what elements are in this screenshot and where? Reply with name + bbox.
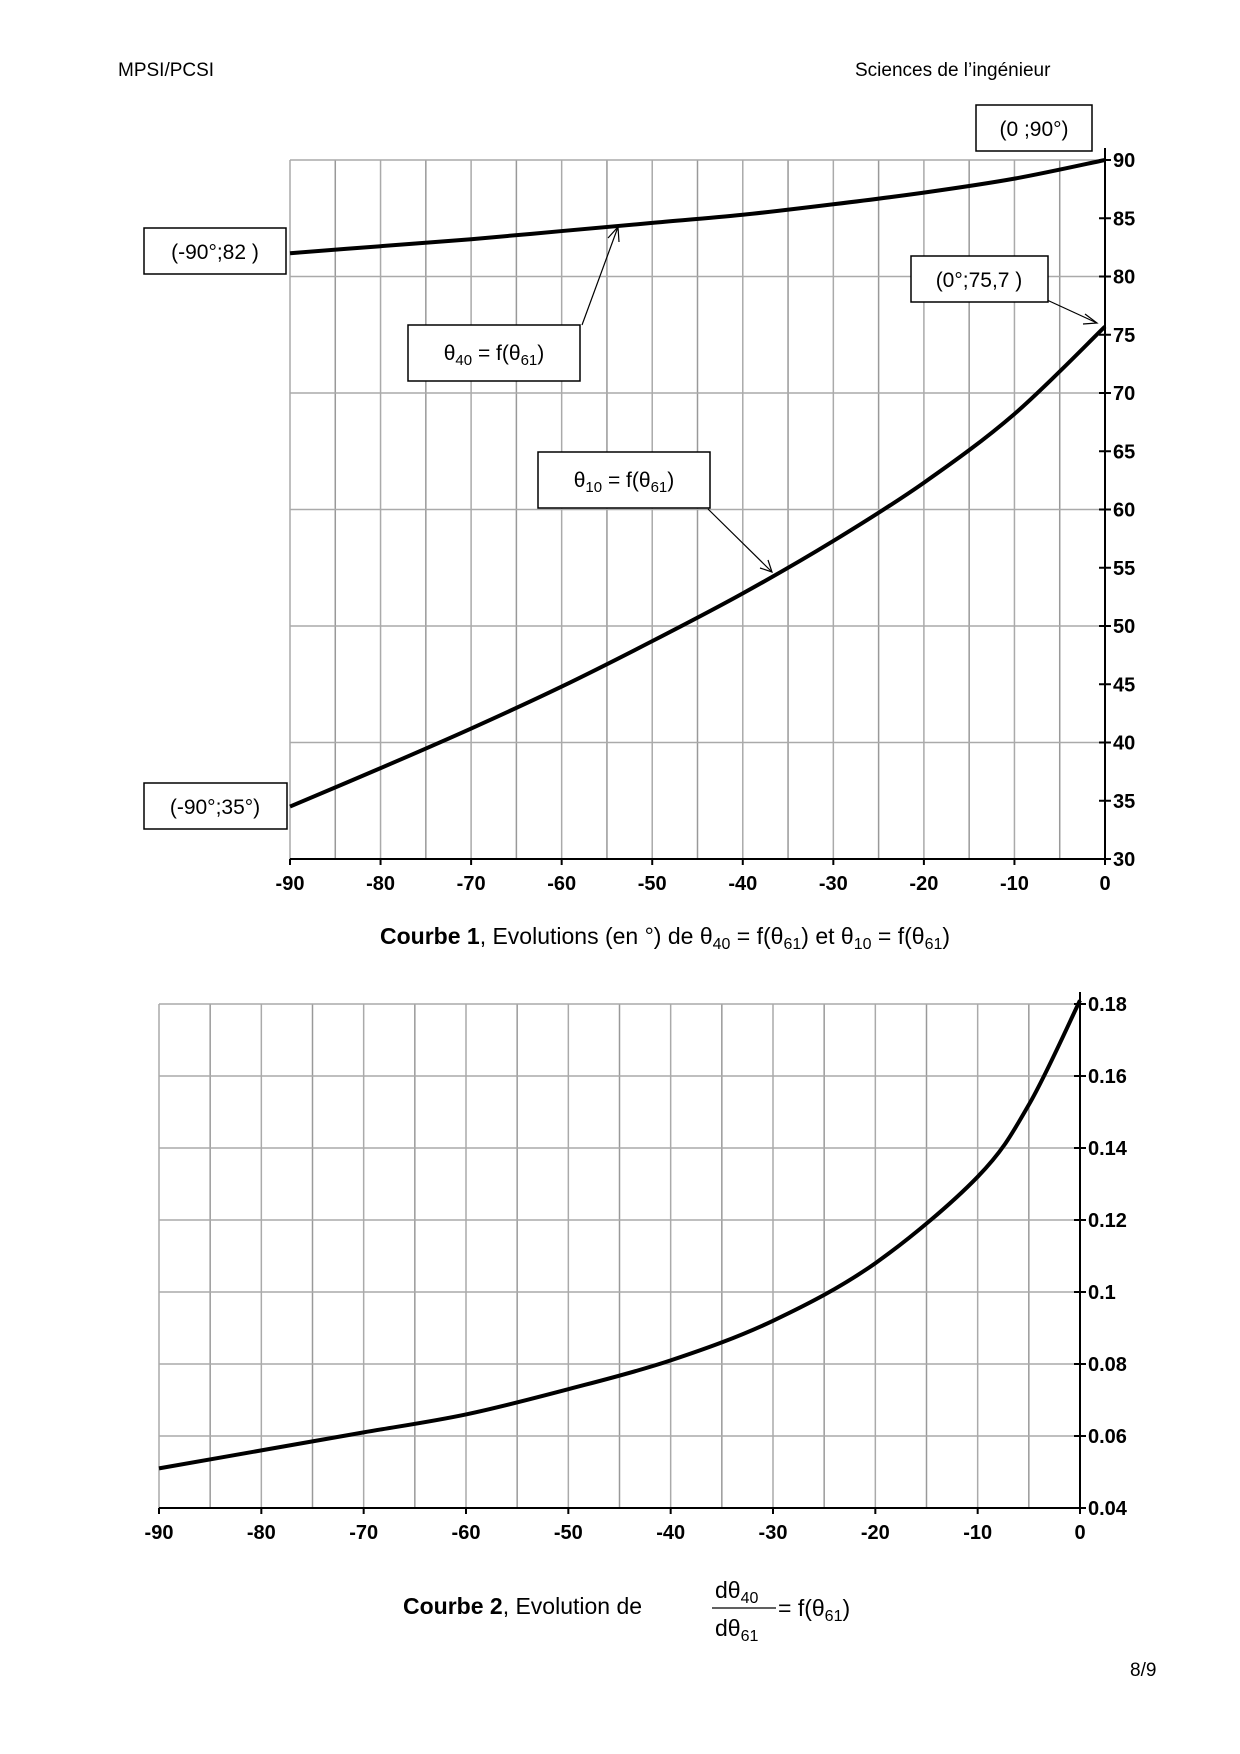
y-tick-label: 90 [1113, 150, 1135, 172]
label-theta40: θ40 = f(θ61) [407, 225, 620, 382]
chart-1: -90 -80 -70 -60 -50 -40 -30 -20 -10 030 35 40 45 50 55… [276, 148, 1135, 895]
y-tick-label: 0.12 [1088, 1210, 1127, 1232]
x-tick-label: 0 [1099, 873, 1110, 895]
series-line [158, 999, 1082, 1471]
x-tick-label: -80 [247, 1522, 276, 1544]
x-tick-label: -70 [457, 873, 486, 895]
svg-text:θ40 = f(θ61): θ40 = f(θ61) [444, 342, 545, 369]
y-tick-label: 0.04 [1088, 1498, 1128, 1520]
x-tick-label: -20 [861, 1522, 890, 1544]
y-tick-label: 0.1 [1088, 1282, 1116, 1304]
svg-text:(0 ;90°): (0 ;90°) [999, 118, 1068, 141]
x-tick-label: 0 [1074, 1522, 1085, 1544]
y-tick-label: 30 [1113, 849, 1135, 871]
header-right: Sciences de l’ingénieur [855, 60, 1051, 81]
x-tick-label: -70 [349, 1522, 378, 1544]
y-tick-label: 0.06 [1088, 1426, 1127, 1448]
caption-2: Courbe 2, Evolution de dθ40 dθ61 = f(θ61… [403, 1577, 850, 1645]
y-tick-label: 75 [1113, 325, 1135, 347]
annotation-0-75-7: (0°;75,7 ) [910, 255, 1099, 325]
svg-text:dθ40: dθ40 [715, 1577, 758, 1607]
y-tick-label: 0.14 [1088, 1138, 1128, 1160]
svg-text:dθ61: dθ61 [715, 1615, 758, 1645]
y-tick-label: 0.08 [1088, 1354, 1127, 1376]
annotation-minus90-35: (-90°;35°) [143, 782, 288, 830]
y-tick-label: 70 [1113, 383, 1135, 405]
y-tick-label: 60 [1113, 500, 1135, 522]
svg-text:(-90°;82 ): (-90°;82 ) [171, 241, 259, 264]
x-tick-label: -90 [145, 1522, 174, 1544]
x-tick-label: -20 [909, 873, 938, 895]
x-tick-label: -40 [656, 1522, 685, 1544]
annotation-minus90-82: (-90°;82 ) [143, 227, 287, 275]
label-theta10: θ10 = f(θ61) [537, 451, 773, 573]
series-line [289, 158, 1106, 256]
x-tick-label: -90 [276, 873, 305, 895]
y-tick-label: 80 [1113, 267, 1135, 289]
y-tick-label: 40 [1113, 733, 1135, 755]
x-tick-label: -60 [547, 873, 576, 895]
y-tick-label: 0.16 [1088, 1066, 1127, 1088]
svg-text:Courbe 2, Evolution de: Courbe 2, Evolution de [403, 1593, 642, 1619]
svg-text:= f(θ61): = f(θ61) [778, 1595, 850, 1625]
svg-text:θ10 = f(θ61): θ10 = f(θ61) [574, 469, 675, 496]
header-left: MPSI/PCSI [118, 60, 215, 81]
x-tick-label: -10 [1000, 873, 1029, 895]
x-tick-label: -30 [759, 1522, 788, 1544]
x-tick-label: -10 [963, 1522, 992, 1544]
page-number: 8/9 [1130, 1660, 1157, 1681]
chart-2: -90 -80 -70 -60 -50 -40 -30 -20 -10 00.04 0.06 0.08… [145, 992, 1128, 1544]
x-tick-label: -80 [366, 873, 395, 895]
x-tick-label: -60 [452, 1522, 481, 1544]
caption-1: Courbe 1, Evolutions (en °) de θ40 = f(θ… [380, 923, 950, 953]
x-tick-label: -50 [638, 873, 667, 895]
x-tick-label: -50 [554, 1522, 583, 1544]
svg-text:(-90°;35°): (-90°;35°) [170, 796, 260, 819]
x-tick-label: -30 [819, 873, 848, 895]
y-tick-label: 50 [1113, 616, 1135, 638]
annotation-0-90: (0 ;90°) [975, 104, 1093, 152]
y-tick-label: 45 [1113, 674, 1135, 696]
svg-text:(0°;75,7 ): (0°;75,7 ) [936, 269, 1023, 292]
y-tick-label: 85 [1113, 208, 1135, 230]
series-line [289, 325, 1107, 809]
y-tick-label: 35 [1113, 791, 1135, 813]
y-tick-label: 65 [1113, 441, 1135, 463]
y-tick-label: 55 [1113, 558, 1135, 580]
y-tick-label: 0.18 [1088, 994, 1127, 1016]
x-tick-label: -40 [728, 873, 757, 895]
